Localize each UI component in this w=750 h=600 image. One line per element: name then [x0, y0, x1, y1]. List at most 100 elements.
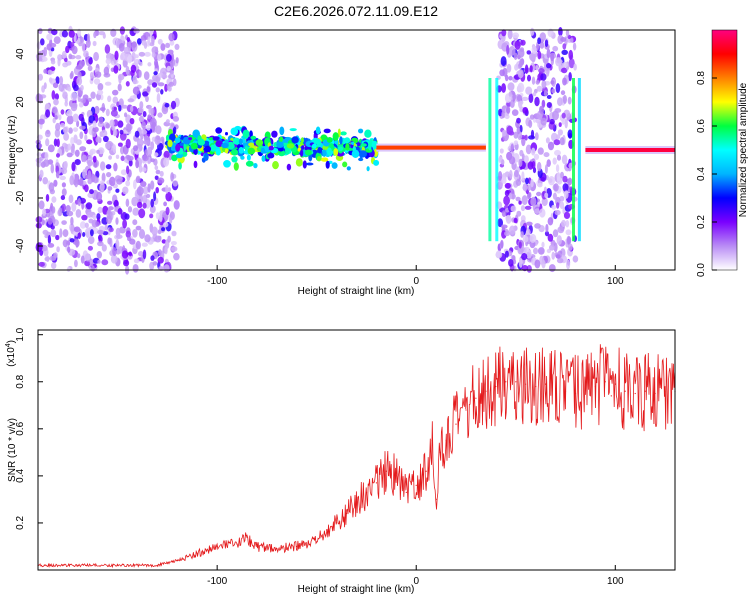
spectrogram-cell	[166, 65, 171, 72]
spectrogram-cell	[152, 261, 158, 266]
spectrogram-cell	[71, 161, 76, 172]
spectrogram-cell	[517, 82, 525, 93]
spectrogram-cell	[125, 138, 131, 149]
spectrogram-cell	[167, 139, 173, 148]
spectrogram-cell	[51, 206, 56, 214]
spectrogram-cell	[547, 233, 554, 242]
spectrogram-cell	[116, 234, 123, 239]
spectrogram-cell	[286, 143, 295, 149]
spectrogram-cell	[75, 55, 82, 60]
spectrogram-cell	[238, 138, 243, 146]
spectrogram-cell	[79, 131, 84, 140]
spectrogram-cell	[146, 86, 151, 93]
spectrogram-cell	[305, 162, 314, 166]
snr-data-point	[545, 383, 547, 385]
spectrogram-cell	[302, 160, 307, 169]
spectrogram-cell	[102, 231, 109, 236]
spectrogram-cell	[113, 162, 118, 172]
spectrogram-cell	[562, 183, 569, 192]
spectrogram-cell	[97, 83, 104, 91]
spectrogram-cell	[519, 124, 523, 133]
spectrogram-y-tick-label: 0	[15, 147, 26, 153]
spectrogram-cell	[142, 91, 149, 97]
spectrogram-cell	[92, 155, 97, 163]
spectrogram-cell	[545, 223, 549, 233]
spectrogram-cell	[134, 54, 139, 59]
spectrogram-cell	[167, 235, 171, 243]
spectrogram-cell	[141, 40, 147, 46]
spectrogram-cell	[512, 32, 520, 39]
spectrogram-cell	[340, 131, 347, 136]
spectrogram-cell	[140, 129, 148, 135]
spectrogram-cell	[117, 120, 124, 128]
spectrogram-cell	[78, 113, 84, 122]
spectrogram-cell	[136, 38, 142, 45]
spectrogram-cell	[561, 112, 566, 119]
spectrogram-cell	[530, 196, 537, 207]
spectrogram-cell	[501, 129, 507, 137]
spectrogram-cell	[551, 88, 556, 94]
spectrogram-cell	[47, 243, 55, 248]
spectrogram-cell	[504, 250, 509, 258]
spectrogram-cell	[72, 113, 79, 123]
spectrogram-cell	[311, 143, 317, 149]
spectrogram-cell	[536, 191, 542, 197]
spectrogram-cell	[89, 148, 97, 155]
spectrogram-cell	[96, 191, 103, 202]
spectrogram-cell	[548, 178, 553, 184]
spectrogram-cell	[74, 159, 81, 166]
spectrogram-cell	[113, 65, 119, 74]
spectrogram-cell	[541, 241, 545, 248]
spectrogram-cell	[240, 155, 245, 160]
snr-panel: -100 0 100 0.2 0.4 0.6 0.8 1.0 Height of strai…	[5, 327, 676, 595]
spectrogram-cell	[118, 104, 122, 112]
spectrogram-cell	[107, 209, 111, 216]
spectrogram-cell	[104, 44, 111, 54]
spectrogram-cell	[77, 232, 82, 240]
spectrogram-cell	[524, 64, 529, 74]
spectrogram-cell	[231, 149, 239, 156]
spectrogram-cell	[85, 202, 93, 210]
spectrogram-cell	[539, 105, 544, 114]
spectrogram-cell	[331, 162, 338, 169]
spectrogram-cell	[147, 114, 152, 120]
spectrogram-cell	[495, 250, 502, 258]
spectrogram-cell	[86, 211, 93, 218]
spectrogram-cell	[357, 142, 361, 146]
spectrogram-cell	[38, 200, 45, 210]
spectrogram-cell	[150, 180, 155, 190]
spectrogram-cell	[233, 162, 239, 171]
spectrogram-cell	[105, 58, 112, 65]
spectrogram-cell	[556, 171, 561, 182]
spectrogram-cell	[249, 130, 253, 138]
spectrogram-cell	[535, 80, 540, 85]
spectrogram-cell	[550, 52, 555, 62]
spectrogram-cell	[521, 96, 529, 101]
spectrogram-cell	[523, 155, 529, 164]
spectrogram-cell	[76, 139, 82, 146]
snr-data-point	[405, 491, 407, 493]
spectrogram-cell	[171, 230, 177, 237]
spectrogram-cell	[567, 236, 572, 245]
spectrogram-cell	[53, 98, 59, 106]
spectrogram-cell	[557, 226, 565, 234]
spectrogram-cell	[174, 43, 180, 51]
spectrogram-cell	[530, 129, 535, 139]
spectrogram-cell	[149, 213, 154, 219]
spectrogram-cell	[153, 71, 158, 76]
spectrogram-cell	[163, 157, 170, 167]
spectrogram-cell	[527, 161, 534, 170]
spectrogram-cell	[78, 102, 84, 108]
spectrogram-cell	[140, 133, 144, 140]
spectrogram-cell	[286, 163, 292, 171]
spectrogram-cell	[525, 144, 532, 155]
spectrogram-cell	[358, 128, 364, 134]
spectrogram-cell	[159, 214, 163, 223]
spectrogram-cell	[126, 155, 134, 161]
spectrogram-cell	[313, 138, 321, 145]
spectrogram-cell	[133, 179, 137, 190]
spectrogram-cell	[171, 246, 178, 252]
spectrogram-cell	[337, 146, 344, 152]
spectrogram-cell	[140, 181, 147, 187]
